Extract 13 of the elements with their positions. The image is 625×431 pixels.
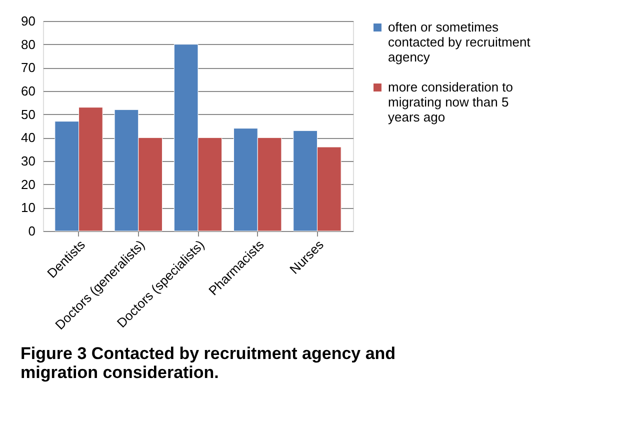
y-tick-label: 90 (21, 14, 36, 28)
y-tick-label: 60 (21, 84, 36, 98)
y-tick-label: 0 (28, 224, 36, 238)
y-tick-label: 20 (21, 176, 36, 192)
caption: Figure 3 Contacted by recruitment agency and migration consideration. (20, 344, 396, 382)
y-tick-label: 40 (21, 130, 36, 146)
legend-label: more consideration to migrating now than 5 years ago (388, 80, 514, 124)
y-tick-label: 50 (21, 106, 36, 122)
y-tick-label: 80 (21, 36, 36, 52)
y-tick-label: 10 (21, 200, 36, 216)
y-tick-label: 70 (21, 60, 36, 76)
legend-label: often or sometimes contacted by recruitment agency (388, 20, 531, 64)
y-tick-label: 30 (21, 154, 36, 168)
